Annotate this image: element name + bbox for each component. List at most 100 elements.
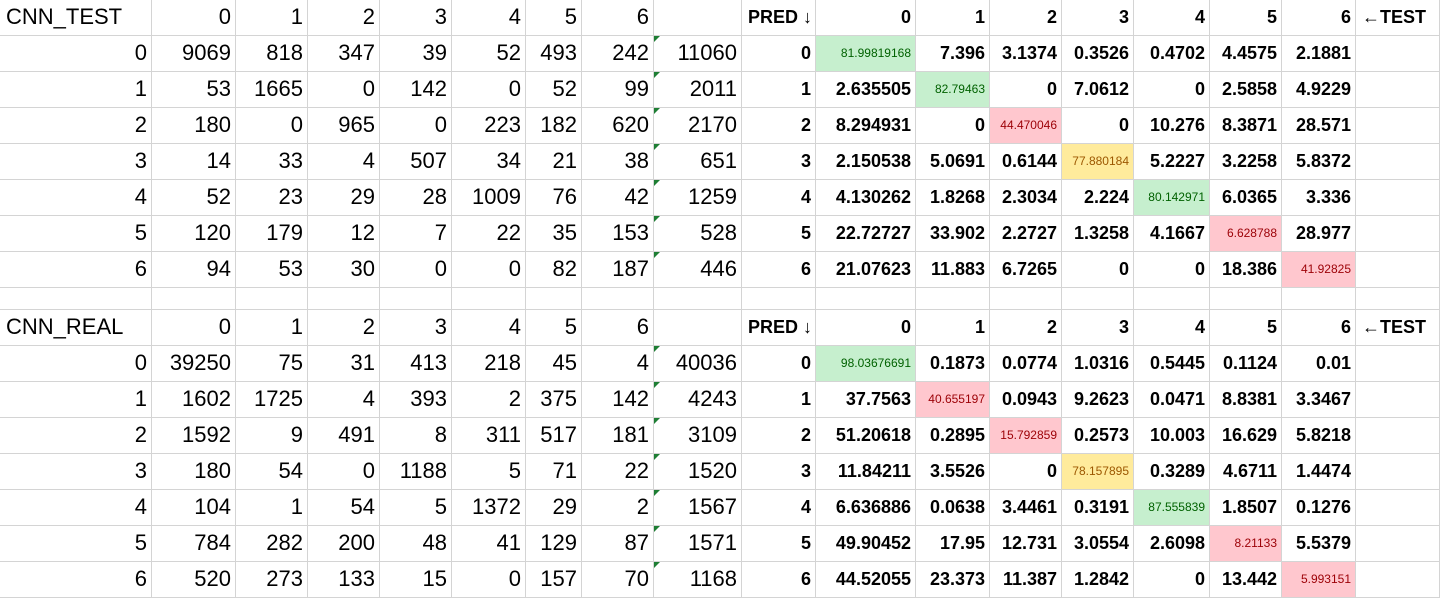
count-cell[interactable]: 182 xyxy=(526,108,582,144)
count-cell[interactable]: 4 xyxy=(308,144,380,180)
percent-cell[interactable]: 1.8268 xyxy=(916,180,990,216)
percent-cell[interactable]: 0.4702 xyxy=(1134,36,1210,72)
percent-cell[interactable]: 2.6098 xyxy=(1134,526,1210,562)
count-cell[interactable]: 29 xyxy=(308,180,380,216)
pred-row-header[interactable]: 0 xyxy=(742,346,816,382)
count-cell[interactable]: 12 xyxy=(308,216,380,252)
empty-cell[interactable] xyxy=(1356,72,1440,108)
empty-cell[interactable] xyxy=(654,310,742,346)
count-cell[interactable]: 0 xyxy=(380,108,452,144)
row-total[interactable]: 651 xyxy=(654,144,742,180)
row-total[interactable]: 2011 xyxy=(654,72,742,108)
row-total[interactable]: 1567 xyxy=(654,490,742,526)
count-cell[interactable]: 71 xyxy=(526,454,582,490)
pred-row-header[interactable]: 5 xyxy=(742,216,816,252)
empty-cell[interactable] xyxy=(654,288,742,310)
percent-cell[interactable]: 3.5526 xyxy=(916,454,990,490)
count-cell[interactable]: 4 xyxy=(582,346,654,382)
count-cell[interactable]: 34 xyxy=(452,144,526,180)
empty-cell[interactable] xyxy=(0,288,152,310)
count-cell[interactable]: 38 xyxy=(582,144,654,180)
percent-cell[interactable]: 2.224 xyxy=(1062,180,1134,216)
percent-cell[interactable]: 0 xyxy=(990,454,1062,490)
percent-cell[interactable]: 81.99819168 xyxy=(816,36,916,72)
count-cell[interactable]: 965 xyxy=(308,108,380,144)
empty-cell[interactable] xyxy=(1356,382,1440,418)
count-cell[interactable]: 200 xyxy=(308,526,380,562)
percent-cell[interactable]: 0 xyxy=(1134,72,1210,108)
count-cell[interactable]: 507 xyxy=(380,144,452,180)
percent-cell[interactable]: 8.8381 xyxy=(1210,382,1282,418)
percent-col-header[interactable]: 5 xyxy=(1210,0,1282,36)
percent-cell[interactable]: 0.0774 xyxy=(990,346,1062,382)
pred-row-header[interactable]: 1 xyxy=(742,72,816,108)
percent-col-header[interactable]: 3 xyxy=(1062,0,1134,36)
empty-cell[interactable] xyxy=(1356,216,1440,252)
count-cell[interactable]: 242 xyxy=(582,36,654,72)
percent-cell[interactable]: 4.130262 xyxy=(816,180,916,216)
count-cell[interactable]: 180 xyxy=(152,454,236,490)
pred-row-header[interactable]: 3 xyxy=(742,144,816,180)
percent-cell[interactable]: 21.07623 xyxy=(816,252,916,288)
count-cell[interactable]: 180 xyxy=(152,108,236,144)
count-cell[interactable]: 53 xyxy=(152,72,236,108)
count-cell[interactable]: 0 xyxy=(452,562,526,598)
percent-cell[interactable]: 40.655197 xyxy=(916,382,990,418)
empty-cell[interactable] xyxy=(1356,526,1440,562)
block-title[interactable]: CNN_TEST xyxy=(0,0,152,36)
count-cell[interactable]: 8 xyxy=(380,418,452,454)
count-cell[interactable]: 45 xyxy=(526,346,582,382)
count-cell[interactable]: 520 xyxy=(152,562,236,598)
percent-cell[interactable]: 4.4575 xyxy=(1210,36,1282,72)
empty-cell[interactable] xyxy=(452,288,526,310)
percent-cell[interactable]: 33.902 xyxy=(916,216,990,252)
percent-cell[interactable]: 0.3289 xyxy=(1134,454,1210,490)
count-cell[interactable]: 9 xyxy=(236,418,308,454)
count-cell[interactable]: 54 xyxy=(308,490,380,526)
count-cell[interactable]: 1188 xyxy=(380,454,452,490)
count-cell[interactable]: 273 xyxy=(236,562,308,598)
empty-cell[interactable] xyxy=(1356,288,1440,310)
row-header[interactable]: 3 xyxy=(0,144,152,180)
row-header[interactable]: 6 xyxy=(0,252,152,288)
percent-cell[interactable]: 0 xyxy=(1134,562,1210,598)
empty-cell[interactable] xyxy=(742,288,816,310)
empty-cell[interactable] xyxy=(1356,144,1440,180)
percent-cell[interactable]: 0.3526 xyxy=(1062,36,1134,72)
count-col-header[interactable]: 1 xyxy=(236,0,308,36)
count-cell[interactable]: 2 xyxy=(452,382,526,418)
percent-cell[interactable]: 41.92825 xyxy=(1282,252,1356,288)
count-cell[interactable]: 7 xyxy=(380,216,452,252)
count-cell[interactable]: 4 xyxy=(308,382,380,418)
empty-cell[interactable] xyxy=(1062,288,1134,310)
row-header[interactable]: 0 xyxy=(0,36,152,72)
percent-cell[interactable]: 6.636886 xyxy=(816,490,916,526)
count-cell[interactable]: 142 xyxy=(380,72,452,108)
percent-cell[interactable]: 82.79463 xyxy=(916,72,990,108)
count-cell[interactable]: 23 xyxy=(236,180,308,216)
percent-cell[interactable]: 5.0691 xyxy=(916,144,990,180)
count-cell[interactable]: 53 xyxy=(236,252,308,288)
count-col-header[interactable]: 4 xyxy=(452,310,526,346)
empty-cell[interactable] xyxy=(816,288,916,310)
row-total[interactable]: 40036 xyxy=(654,346,742,382)
count-cell[interactable]: 75 xyxy=(236,346,308,382)
count-cell[interactable]: 9069 xyxy=(152,36,236,72)
count-cell[interactable]: 311 xyxy=(452,418,526,454)
count-cell[interactable]: 15 xyxy=(380,562,452,598)
count-cell[interactable]: 133 xyxy=(308,562,380,598)
row-total[interactable]: 3109 xyxy=(654,418,742,454)
count-cell[interactable]: 223 xyxy=(452,108,526,144)
row-header[interactable]: 2 xyxy=(0,418,152,454)
percent-cell[interactable]: 1.4474 xyxy=(1282,454,1356,490)
percent-cell[interactable]: 8.3871 xyxy=(1210,108,1282,144)
percent-cell[interactable]: 6.628788 xyxy=(1210,216,1282,252)
percent-cell[interactable]: 49.90452 xyxy=(816,526,916,562)
empty-cell[interactable] xyxy=(380,288,452,310)
percent-cell[interactable]: 0.0638 xyxy=(916,490,990,526)
percent-cell[interactable]: 10.003 xyxy=(1134,418,1210,454)
percent-cell[interactable]: 5.5379 xyxy=(1282,526,1356,562)
count-cell[interactable]: 52 xyxy=(452,36,526,72)
percent-cell[interactable]: 3.1374 xyxy=(990,36,1062,72)
empty-cell[interactable] xyxy=(1356,418,1440,454)
